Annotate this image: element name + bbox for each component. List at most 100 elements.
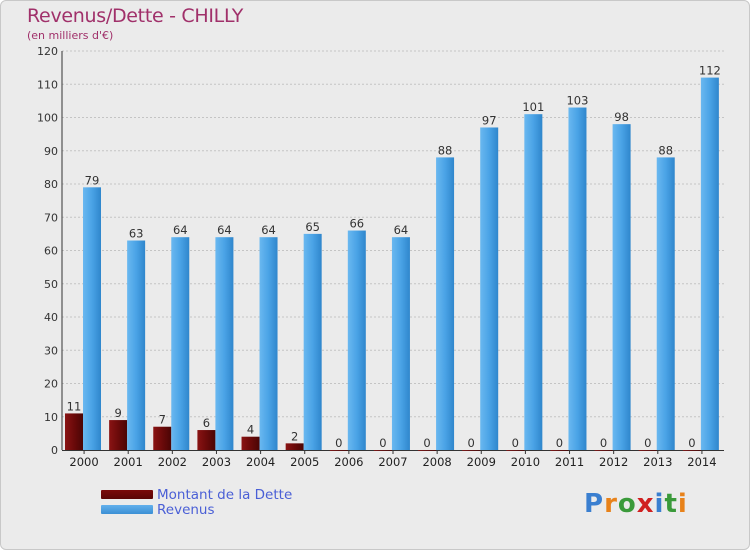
y-tick-label: 0: [51, 444, 58, 457]
data-label-debt: 0: [688, 436, 695, 450]
data-label-debt: 7: [159, 413, 166, 427]
bar-revenue: [215, 237, 234, 450]
bar-debt: [682, 450, 701, 451]
bar-debt: [373, 450, 392, 451]
bar-debt: [506, 450, 525, 451]
data-label-revenue: 63: [129, 227, 144, 241]
x-tick-label: 2012: [599, 455, 628, 469]
x-tick-label: 2011: [555, 455, 584, 469]
data-label-debt: 0: [468, 436, 475, 450]
bar-revenue: [259, 237, 278, 450]
data-label-debt: 2: [291, 429, 298, 443]
data-label-revenue: 88: [658, 143, 673, 157]
data-label-debt: 0: [423, 436, 430, 450]
legend-swatch-debt: [101, 490, 153, 499]
bar-revenue: [303, 233, 322, 450]
data-label-revenue: 112: [699, 64, 721, 78]
data-label-revenue: 103: [566, 94, 588, 108]
data-label-revenue: 64: [173, 223, 188, 237]
y-tick-label: 70: [44, 211, 58, 224]
data-label-debt: 0: [379, 436, 386, 450]
bar-debt: [462, 450, 481, 451]
bar-debt: [285, 443, 304, 450]
bar-debt: [329, 450, 348, 451]
legend-label-revenue: Revenus: [157, 501, 215, 518]
legend-label-debt: Montant de la Dette: [157, 486, 293, 503]
y-tick-label: 110: [37, 78, 58, 91]
x-tick-label: 2007: [378, 455, 407, 469]
data-label-revenue: 79: [85, 173, 100, 187]
y-tick-label: 80: [44, 178, 58, 191]
bar-debt: [65, 413, 83, 450]
logo-letter: P: [584, 489, 605, 519]
data-label-revenue: 66: [349, 217, 364, 231]
bar-debt: [418, 450, 437, 451]
legend-item-revenue: Revenus: [101, 501, 292, 518]
data-label-revenue: 88: [438, 143, 453, 157]
x-tick-label: 2008: [422, 455, 451, 469]
chart-subtitle: (en milliers d'€): [27, 29, 114, 42]
bar-debt: [550, 450, 569, 451]
data-label-revenue: 97: [482, 113, 497, 127]
y-tick-label: 10: [44, 411, 58, 424]
y-tick-label: 20: [44, 378, 58, 391]
bar-revenue: [436, 157, 455, 450]
data-label-revenue: 64: [394, 223, 409, 237]
bar-revenue: [568, 107, 587, 451]
logo-letter: r: [604, 489, 618, 519]
logo-letter: x: [636, 489, 655, 519]
x-tick-label: 2001: [114, 455, 143, 469]
y-tick-label: 50: [44, 278, 58, 291]
data-label-debt: 6: [203, 416, 210, 430]
y-tick-label: 100: [37, 112, 58, 125]
bar-debt: [109, 420, 128, 450]
x-tick-label: 2010: [511, 455, 540, 469]
legend-item-debt: Montant de la Dette: [101, 486, 293, 503]
data-label-revenue: 64: [261, 223, 276, 237]
data-label-debt: 0: [556, 436, 563, 450]
bar-revenue: [612, 124, 631, 451]
data-label-debt: 0: [644, 436, 651, 450]
bar-revenue: [127, 240, 146, 450]
bar-debt: [241, 436, 260, 450]
data-label-debt: 9: [114, 406, 121, 420]
data-label-debt: 4: [247, 423, 254, 437]
x-tick-label: 2006: [334, 455, 363, 469]
proxiti-logo: Proxiti: [584, 489, 688, 519]
y-tick-label: 60: [44, 245, 58, 258]
logo-letter: o: [617, 489, 637, 519]
bar-debt: [197, 430, 216, 450]
x-tick-label: 2005: [290, 455, 319, 469]
chart-title: Revenus/Dette - CHILLY: [27, 5, 244, 27]
data-label-revenue: 101: [522, 100, 544, 114]
x-tick-label: 2004: [246, 455, 275, 469]
bar-revenue: [524, 114, 543, 451]
data-label-debt: 11: [67, 399, 82, 413]
x-tick-label: 2000: [69, 455, 98, 469]
data-label-revenue: 64: [217, 223, 232, 237]
bar-revenue: [700, 77, 719, 450]
bar-revenue: [347, 230, 366, 450]
data-label-debt: 0: [512, 436, 519, 450]
x-tick-label: 2002: [158, 455, 187, 469]
x-tick-label: 2009: [467, 455, 496, 469]
bar-revenue: [391, 237, 410, 450]
bar-revenue: [171, 237, 190, 450]
logo-letter: t: [664, 489, 678, 519]
bar-debt: [153, 426, 172, 450]
logo-letter: i: [677, 489, 688, 519]
x-tick-label: 2003: [202, 455, 231, 469]
bar-revenue: [83, 187, 101, 450]
data-label-revenue: 65: [305, 220, 320, 234]
logo-letter: i: [654, 489, 665, 519]
data-label-revenue: 98: [614, 110, 629, 124]
bar-debt: [594, 450, 613, 451]
y-tick-label: 40: [44, 311, 58, 324]
data-label-debt: 0: [600, 436, 607, 450]
bar-revenue: [480, 127, 499, 450]
bar-debt: [638, 450, 657, 451]
y-tick-label: 30: [44, 344, 58, 357]
x-tick-label: 2013: [643, 455, 672, 469]
